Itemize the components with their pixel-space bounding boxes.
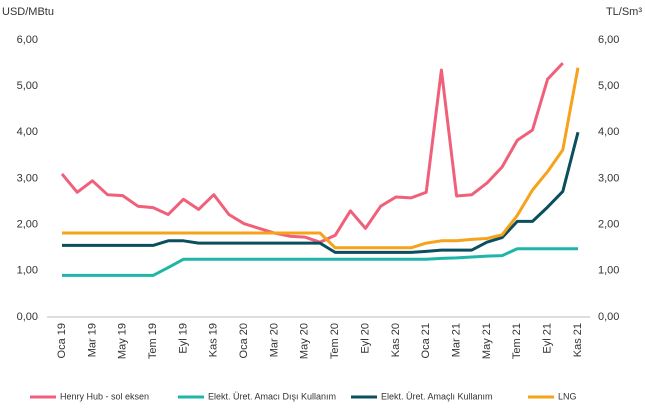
x-tick-label: Kas 19: [208, 323, 220, 357]
x-tick-label: May 21: [481, 323, 493, 359]
legend-label: LNG: [558, 391, 577, 401]
y-axis-label: USD/MBtu: [2, 6, 54, 18]
x-tick-label: Kas 21: [572, 323, 584, 357]
y-tick-label: 3,00: [17, 172, 38, 184]
x-tick-label: Eyl 20: [359, 323, 371, 354]
series-line: [60, 62, 564, 244]
y2-tick-label: 5,00: [598, 80, 619, 92]
y2-tick-label: 6,00: [598, 34, 619, 46]
x-tick-label: Oca 21: [420, 323, 432, 358]
legend-label: Elekt. Üret. Amaçlı Kullanım: [381, 391, 493, 401]
y-tick-label: 1,00: [17, 265, 38, 277]
x-tick-label: Mar 20: [268, 323, 280, 357]
legend-label: Henry Hub - sol eksen: [60, 391, 149, 401]
x-tick-label: Eyl 19: [177, 323, 189, 354]
x-tick-label: Oca 20: [238, 323, 250, 358]
y-tick-label: 2,00: [17, 219, 38, 231]
x-tick-label: May 19: [117, 323, 129, 359]
y2-tick-label: 1,00: [598, 265, 619, 277]
x-tick-label: May 20: [299, 323, 311, 359]
x-tick-label: Tem 21: [511, 323, 523, 359]
x-tick-label: Eyl 21: [542, 323, 554, 354]
x-tick-label: Tem 19: [147, 323, 159, 359]
x-tick-label: Oca 19: [56, 323, 68, 358]
y-tick-label: 4,00: [17, 126, 38, 138]
legend-label: Elekt. Üret. Amacı Dışı Kullanım: [208, 391, 336, 401]
series-line: [62, 247, 578, 277]
y2-axis-label: TL/Sm³: [606, 6, 642, 18]
y2-tick-label: 4,00: [598, 126, 619, 138]
y-tick-label: 6,00: [17, 34, 38, 46]
x-tick-label: Mar 19: [86, 323, 98, 357]
x-tick-label: Mar 21: [450, 323, 462, 357]
y-tick-label: 5,00: [17, 80, 38, 92]
x-tick-label: Tem 20: [329, 323, 341, 359]
series-line: [62, 131, 580, 254]
series-line: [62, 67, 580, 250]
y2-tick-label: 3,00: [598, 172, 619, 184]
y2-tick-label: 0,00: [598, 311, 619, 323]
x-tick-label: Kas 20: [390, 323, 402, 357]
legend: Henry Hub - sol eksen Elekt. Üret. Amacı …: [30, 391, 577, 401]
y2-tick-label: 2,00: [598, 219, 619, 231]
y-tick-label: 0,00: [17, 311, 38, 323]
